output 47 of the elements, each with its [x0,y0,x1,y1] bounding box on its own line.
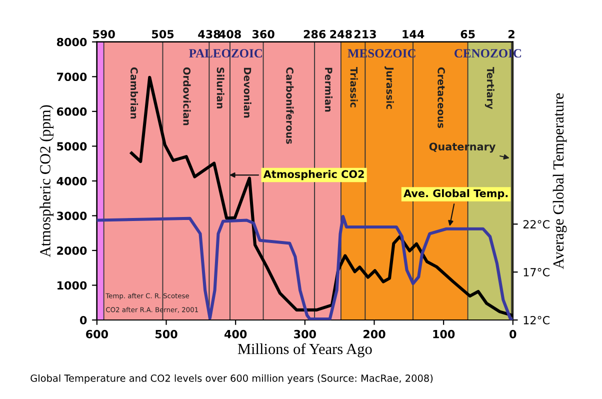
y-tick-label: 5000 [57,142,87,151]
x2-tick-label: 65 [460,30,475,38]
y-tick-label: 6000 [56,107,87,116]
y-tick-label: 3000 [57,212,87,220]
band-label: Ordovician [183,67,191,126]
band-label: Carboniferous [286,67,294,144]
y2-axis-title: Average Global Temperature [552,93,567,270]
band-label: Triassic [350,66,358,108]
x2-tick-label: 2 [508,30,514,38]
x-tick-label: 300 [294,330,316,338]
y-tick-label: 7000 [57,72,87,82]
x2-tick-label: 360 [252,30,274,38]
band-label: Permian [324,68,332,112]
band-label: Tertiary [484,66,494,110]
x-tick-label: 600 [86,330,108,338]
y2-tick-label: 22°C [523,220,550,228]
annotation: Ave. Global Temp. [404,189,508,200]
x-tick-label: 500 [156,330,178,338]
x2-tick-label: 144 [402,30,424,38]
x2-tick-label: 505 [152,30,174,38]
y-tick-label: 0 [80,316,87,324]
line-series [96,214,513,320]
y-tick-label: 1000 [58,281,87,290]
y-tick-label: 2000 [57,246,87,255]
band-label: Jurassic [384,66,394,109]
y2-tick-label: 12°C [524,316,550,324]
y-tick-label: 4000 [56,176,87,186]
y-tick-label: 8000 [56,38,87,46]
band-label: Cambrian [130,67,138,119]
band-label: Cretaceous [438,67,445,128]
y-axis-title: Atmospheric CO2 (ppm) [40,105,54,258]
x2-tick-label: 248 [330,30,352,38]
band-label: Silurian [216,68,224,108]
band-label: Devonian [244,68,252,118]
x2-tick-label: 438 [198,30,220,38]
x2-tick-label: 213 [354,30,376,38]
x2-tick-label: 590 [93,30,115,38]
y2-tick-label: 17°C [524,268,550,276]
text: Global Temperature and CO2 levels over 600 million years (Source: MacRae, 2008) [30,374,433,384]
x-axis-title: Millions of Years Ago [238,343,372,358]
x2-tick-label: 408 [218,30,241,38]
x-tick-label: 200 [364,330,386,338]
x2-tick-label: 286 [304,30,326,38]
x-tick-label: 0 [510,330,516,338]
x-tick-label: 400 [224,330,247,338]
x-tick-label: 100 [433,330,455,338]
annotation: Atmospheric CO2 [263,170,364,180]
